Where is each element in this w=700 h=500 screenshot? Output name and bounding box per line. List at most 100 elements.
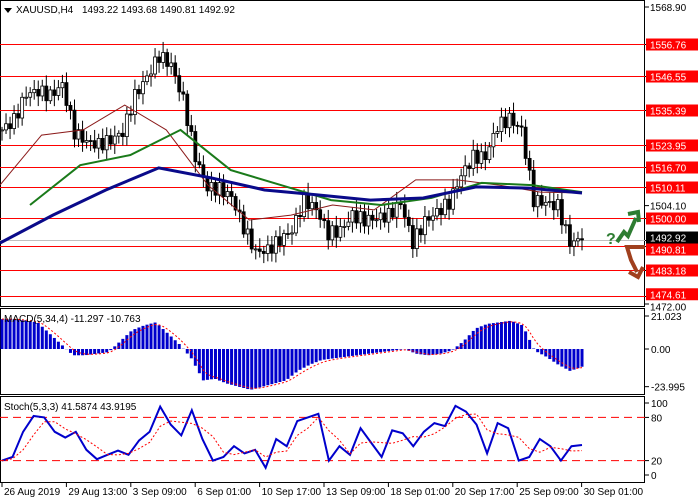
- macd-bar: [113, 346, 117, 349]
- candle-body: [278, 236, 282, 246]
- candle-body: [100, 138, 105, 151]
- candle-body: [225, 191, 230, 198]
- macd-bar: [117, 342, 121, 349]
- candle-body: [576, 238, 580, 242]
- candle-body: [185, 93, 190, 126]
- candle-body: [36, 89, 41, 97]
- level-label-bg: [646, 104, 698, 117]
- candle-body: [362, 211, 367, 227]
- macd-bar: [427, 349, 431, 356]
- macd-bar: [266, 349, 270, 386]
- candle-body: [463, 165, 468, 177]
- candle-body: [116, 132, 121, 137]
- time-axis-label: 29 Aug 13:00: [68, 487, 127, 498]
- candle-body: [181, 91, 186, 95]
- candle-body: [108, 135, 113, 145]
- candle-body: [487, 146, 492, 161]
- candle-body: [257, 248, 262, 252]
- macd-bar: [302, 349, 306, 368]
- candle-body: [507, 112, 512, 129]
- candle-body: [133, 89, 137, 115]
- macd-bar: [572, 349, 576, 370]
- macd-bar: [379, 349, 383, 353]
- candle-body: [378, 212, 383, 221]
- macd-bar: [52, 337, 56, 349]
- macd-bar: [157, 325, 161, 349]
- macd-bar: [36, 323, 40, 349]
- arrow-up-head-icon: [627, 209, 641, 223]
- candle-body: [555, 199, 560, 211]
- macd-bar: [540, 349, 544, 355]
- candle-body: [314, 202, 319, 211]
- candle-body: [390, 207, 395, 218]
- collapse-triangle-icon[interactable]: [4, 8, 12, 13]
- candle-body: [217, 182, 222, 196]
- macd-bar: [371, 349, 375, 354]
- macd-bar: [250, 349, 254, 390]
- stoch-axis-label: 0: [651, 471, 657, 482]
- candle-body: [265, 244, 270, 254]
- ma-fast-line: [0, 104, 583, 221]
- candle-body: [326, 220, 331, 241]
- level-label: 1483.18: [650, 267, 687, 278]
- candle-body: [165, 52, 170, 67]
- arrow-down-head-icon: [628, 266, 645, 280]
- candle-body: [479, 151, 484, 164]
- candle-body: [104, 135, 109, 151]
- candle-body: [120, 132, 125, 138]
- candle-body: [519, 125, 524, 128]
- macd-bar: [524, 331, 528, 349]
- candle-body: [435, 208, 439, 217]
- candle-body: [572, 240, 576, 247]
- macd-bar: [109, 349, 113, 351]
- macd-bar: [201, 349, 205, 381]
- candle-body: [4, 123, 8, 131]
- candle-body: [286, 233, 290, 235]
- price-axis-label: 1568.90: [650, 3, 687, 14]
- candle-body: [539, 195, 544, 206]
- level-label-bg: [646, 264, 698, 277]
- candle-body: [439, 208, 443, 216]
- candle-body: [145, 75, 149, 83]
- macd-bar: [471, 330, 475, 349]
- macd-signal-line: [2, 318, 583, 389]
- macd-bar: [4, 319, 8, 349]
- arrow-up-icon: [615, 217, 638, 244]
- candle-body: [169, 62, 174, 67]
- macd-bar: [77, 349, 81, 356]
- time-axis-label: 3 Sep 09:00: [133, 487, 187, 498]
- macd-bar: [286, 349, 290, 379]
- candle-body: [394, 202, 399, 218]
- candle-body: [366, 214, 371, 227]
- macd-bar: [342, 349, 346, 357]
- candle-body: [527, 158, 532, 171]
- candle-body: [269, 244, 274, 254]
- macd-bar: [568, 349, 572, 371]
- macd-bar: [197, 349, 201, 374]
- arrow-down-icon: [624, 245, 645, 273]
- macd-bar: [105, 349, 109, 353]
- macd-bar: [318, 349, 322, 361]
- macd-bar: [209, 349, 213, 380]
- candle-body: [338, 226, 343, 238]
- level-label: 1535.39: [650, 107, 687, 118]
- candle-body: [157, 56, 161, 63]
- macd-bar: [334, 349, 338, 359]
- macd-bar: [363, 349, 366, 355]
- candle-body: [20, 96, 25, 119]
- candle-body: [459, 175, 464, 188]
- macd-axis-label: -23.995: [651, 383, 685, 394]
- candle-body: [84, 140, 89, 143]
- macd-bar: [419, 349, 423, 355]
- price-axis-label: 1472.00: [650, 302, 687, 313]
- candle-body: [491, 133, 496, 148]
- macd-bar: [350, 349, 354, 356]
- macd-bar: [358, 349, 362, 355]
- macd-bar: [121, 338, 125, 349]
- symbol-label: XAUUSD,H4: [16, 5, 74, 16]
- macd-bar: [20, 320, 24, 349]
- candle-body: [499, 116, 504, 132]
- stoch-axis-label: 100: [651, 399, 668, 410]
